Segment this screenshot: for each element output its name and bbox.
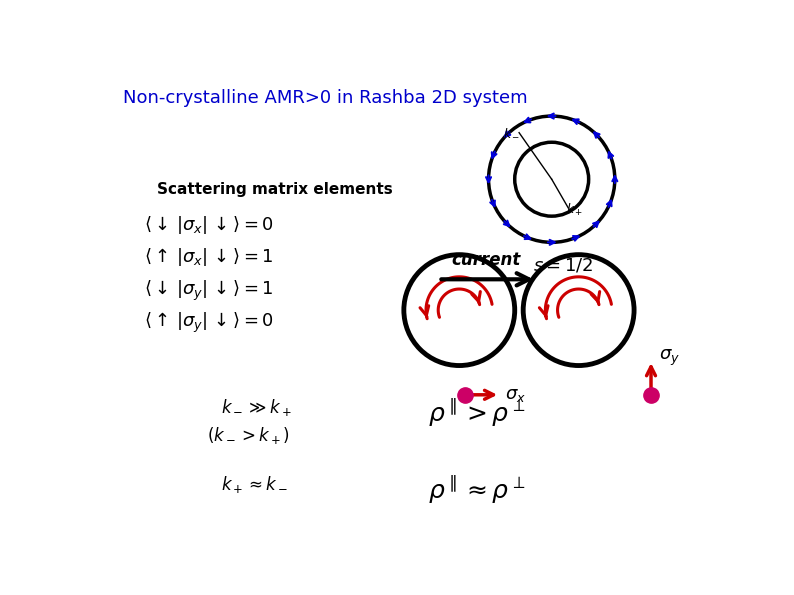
Text: $\langle\uparrow\,|\sigma_y|\,\downarrow\rangle = 0$: $\langle\uparrow\,|\sigma_y|\,\downarrow… bbox=[144, 311, 273, 335]
Text: $k_+ \approx k_-$: $k_+ \approx k_-$ bbox=[221, 474, 287, 495]
Text: $\rho^{\parallel} \approx \rho^{\perp}$: $\rho^{\parallel} \approx \rho^{\perp}$ bbox=[429, 474, 526, 506]
Text: $k_-$: $k_-$ bbox=[503, 126, 520, 139]
Text: $\langle\downarrow\,|\sigma_x|\,\downarrow\rangle = 0$: $\langle\downarrow\,|\sigma_x|\,\downarr… bbox=[144, 214, 273, 236]
Text: $(k_- > k_+)$: $(k_- > k_+)$ bbox=[207, 425, 291, 446]
Text: $\sigma_x$: $\sigma_x$ bbox=[506, 386, 526, 404]
Text: $\langle\uparrow\,|\sigma_x|\,\downarrow\rangle = 1$: $\langle\uparrow\,|\sigma_x|\,\downarrow… bbox=[144, 246, 273, 268]
Text: Scattering matrix elements: Scattering matrix elements bbox=[156, 181, 392, 196]
Text: Non-crystalline AMR>0 in Rashba 2D system: Non-crystalline AMR>0 in Rashba 2D syste… bbox=[123, 89, 527, 107]
Text: $k_- \gg k_+$: $k_- \gg k_+$ bbox=[221, 397, 291, 418]
Text: $s = 1/2$: $s = 1/2$ bbox=[534, 256, 593, 274]
Text: $\langle\downarrow\,|\sigma_y|\,\downarrow\rangle = 1$: $\langle\downarrow\,|\sigma_y|\,\downarr… bbox=[144, 278, 273, 303]
Text: $k_+$: $k_+$ bbox=[566, 202, 584, 218]
Text: $\sigma_y$: $\sigma_y$ bbox=[659, 347, 680, 368]
Text: $\rho^{\parallel} > \rho^{\perp}$: $\rho^{\parallel} > \rho^{\perp}$ bbox=[429, 397, 526, 429]
Text: current: current bbox=[452, 251, 521, 270]
